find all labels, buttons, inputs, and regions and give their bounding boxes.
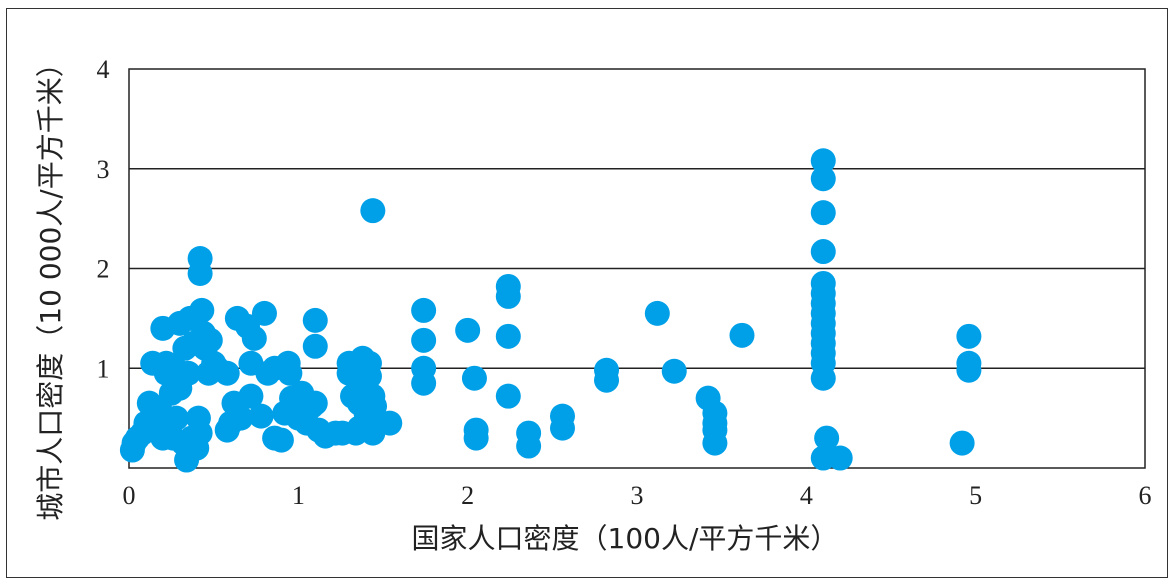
y-tick-label: 3 [97,155,110,184]
scatter-point [377,410,403,436]
x-tick-label: 2 [461,481,474,510]
x-tick-label: 0 [123,481,136,510]
scatter-point [702,430,728,456]
scatter-point [956,357,982,383]
x-tick-label: 6 [1139,481,1152,510]
scatter-point [163,405,189,431]
y-axis-title: 城市人口密度（10 000人/平方千米） [34,49,67,520]
scatter-point [251,300,277,326]
scatter-point [241,325,267,351]
scatter-point [356,363,382,389]
x-axis-title: 国家人口密度（100人/平方千米） [412,522,839,555]
scatter-point [175,360,201,386]
data-points [119,148,982,473]
tick-labels: 0 1 2 3 4 5 6 1 2 3 4 [97,55,1152,510]
scatter-point [187,260,213,286]
scatter-point [814,425,840,451]
scatter-point [729,322,755,348]
scatter-point [810,148,836,174]
scatter-point [463,417,489,443]
x-tick-label: 4 [800,481,813,510]
scatter-point [810,365,836,391]
scatter-point [644,300,670,326]
scatter-point [810,239,836,265]
scatter-point [810,200,836,226]
scatter-point [189,297,215,323]
x-tick-label: 1 [292,481,305,510]
y-tick-label: 1 [97,354,110,383]
scatter-point [228,405,254,431]
scatter-point [661,358,687,384]
scatter-point [248,403,274,429]
scatter-point [455,317,481,343]
scatter-point [810,166,836,192]
x-tick-label: 5 [969,481,982,510]
scatter-point [516,433,542,459]
scatter-point [197,327,223,353]
scatter-point [594,367,620,393]
scatter-point [302,307,328,333]
scatter-point [187,420,213,446]
gridlines [129,168,1145,369]
scatter-point [461,365,487,391]
scatter-point [949,430,975,456]
scatter-point [302,390,328,416]
x-tick-label: 3 [631,481,644,510]
scatter-point [956,323,982,349]
scatter-point [238,383,264,409]
scatter-point [214,360,240,386]
scatter-point [827,445,853,471]
scatter-point [362,393,388,419]
scatter-point [495,383,521,409]
y-tick-label: 2 [97,255,110,284]
scatter-point [277,360,303,386]
scatter-point [268,427,294,453]
scatter-point [411,327,437,353]
scatter-point [411,297,437,323]
scatter-point [549,415,575,441]
scatter-point [495,283,521,309]
scatter-point [360,198,386,224]
scatter-point [411,370,437,396]
plot-area [128,68,1146,469]
chart-frame [6,8,1168,578]
y-tick-label: 4 [97,55,110,84]
scatter-point [302,333,328,359]
scatter-point [495,323,521,349]
